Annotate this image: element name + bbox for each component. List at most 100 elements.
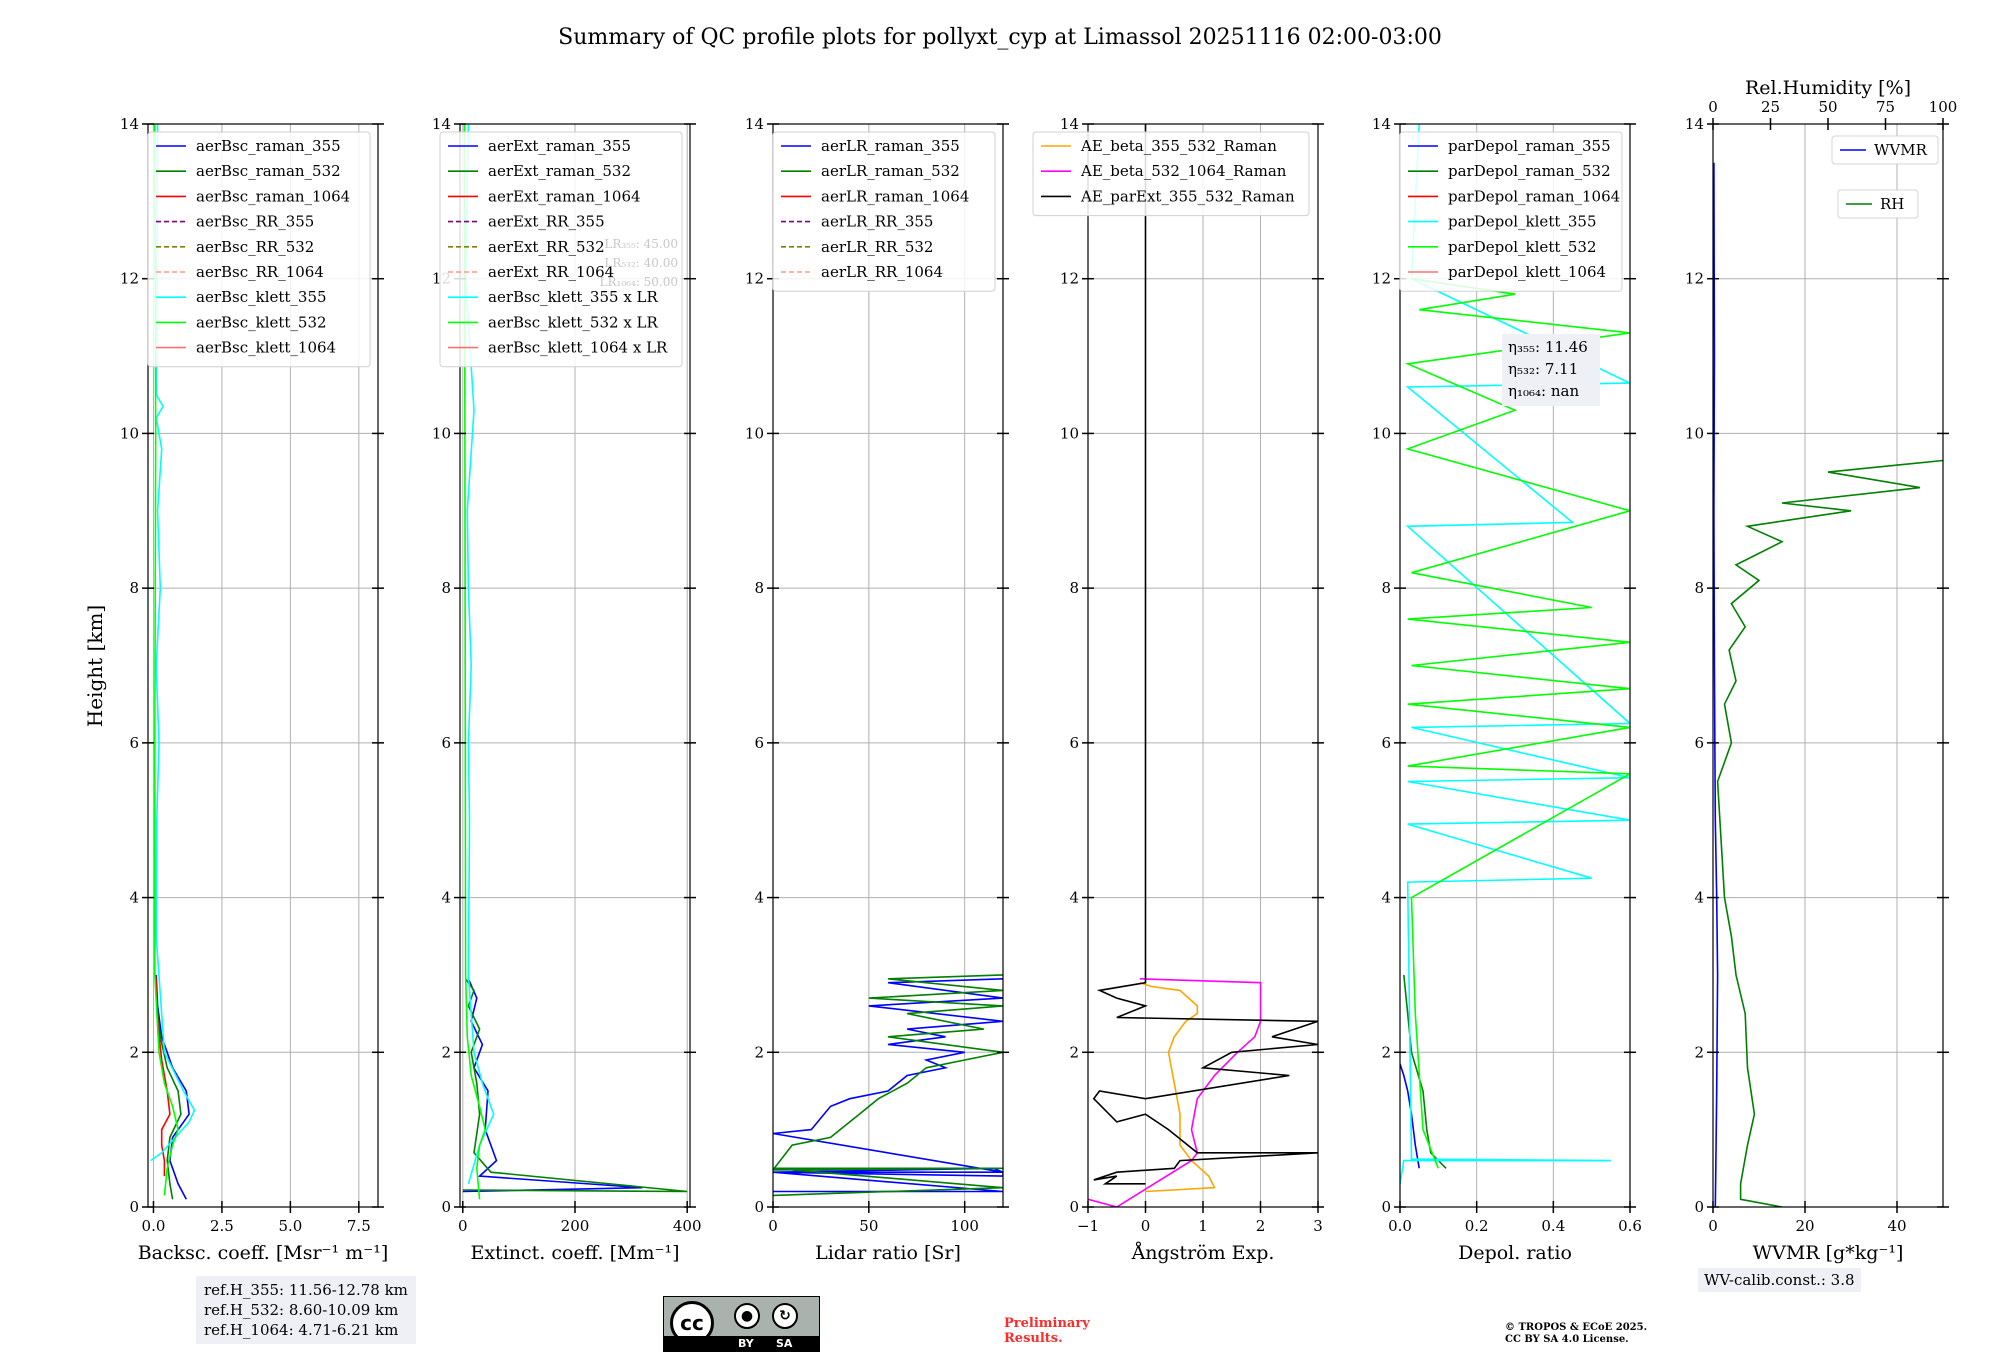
legend-label-aerBsc_klett_532 x LR: aerBsc_klett_532 x LR	[488, 313, 659, 331]
legend-label-aerBsc_klett_1064: aerBsc_klett_1064	[196, 339, 336, 357]
ytick-label-ae: 2	[1069, 1043, 1079, 1061]
legend-label-aerLR_RR_532: aerLR_RR_532	[821, 238, 933, 256]
ytick-label-wv: 2	[1694, 1043, 1704, 1061]
legend-label-aerBsc_raman_355: aerBsc_raman_355	[196, 137, 341, 155]
ytick-label-wv: 14	[1685, 115, 1704, 133]
preliminary-results-note: Preliminary Results.	[1004, 1316, 1090, 1346]
legend-label-aerExt_RR_355: aerExt_RR_355	[488, 213, 605, 231]
lr-note-2: LR₁₀₆₄: 50.00	[600, 275, 678, 289]
xtick-label-wv: 20	[1795, 1217, 1814, 1235]
series-line-AE_beta_355_532_Raman	[1139, 981, 1216, 1193]
ytick-label-wv: 8	[1694, 579, 1704, 597]
legend-label-aerExt_raman_355: aerExt_raman_355	[488, 137, 631, 155]
ytick-label-lr: 4	[754, 889, 764, 907]
xtick-label-depol: 0.6	[1618, 1217, 1642, 1235]
ytick-label-ae: 0	[1069, 1198, 1079, 1216]
series-group-bsc	[150, 124, 196, 1200]
ytick-label-bsc: 0	[129, 1198, 139, 1216]
xtick-label-ext: 400	[673, 1217, 702, 1235]
ytick-label-bsc: 12	[120, 270, 139, 288]
ytick-label-depol: 14	[1372, 115, 1391, 133]
ytick-label-lr: 6	[754, 734, 764, 752]
xtick-label-ae: 3	[1313, 1217, 1323, 1235]
panel-lr: 0 2 4 6 8 10 12 14 0 50 100 Lidar ratio [Sr] aerLR_r…	[745, 115, 1009, 1264]
legend-label-aerBsc_RR_1064: aerBsc_RR_1064	[196, 263, 324, 281]
x-axis-label-bsc: Backsc. coeff. [Msr⁻¹ m⁻¹]	[138, 1242, 389, 1264]
series-line-parDepol_raman_532	[1403, 974, 1447, 1169]
x2tick-label-wv: 75	[1876, 98, 1895, 116]
preliminary-line-2: Results.	[1004, 1331, 1063, 1346]
series-line-aerLR_raman_355	[773, 978, 1003, 1193]
legend-label-aerBsc_RR_532: aerBsc_RR_532	[196, 238, 314, 256]
x2tick-label-wv: 25	[1761, 98, 1780, 116]
legend-label-parDepol_klett_355: parDepol_klett_355	[1448, 213, 1597, 231]
x-axis-label-depol: Depol. ratio	[1458, 1242, 1572, 1264]
xtick-label-wv: 40	[1887, 1217, 1906, 1235]
xtick-label-ext: 200	[561, 1217, 590, 1235]
legend-label-WVMR: WVMR	[1874, 141, 1928, 159]
x2tick-label-wv: 100	[1929, 98, 1958, 116]
ytick-label-ext: 6	[441, 734, 451, 752]
ytick-label-lr: 14	[745, 115, 764, 133]
legend-label-aerBsc_klett_355 x LR: aerBsc_klett_355 x LR	[488, 288, 659, 306]
series-line-aerBsc_klett_355 x LR	[464, 124, 495, 1185]
legend-label-aerLR_RR_355: aerLR_RR_355	[821, 213, 933, 231]
series-line-aerExt_raman_355	[462, 978, 643, 1193]
y-axis-label: Height [km]	[83, 605, 107, 727]
series-group-ae	[1088, 124, 1318, 1207]
series-line-aerBsc_raman_355	[155, 974, 190, 1200]
ytick-label-depol: 8	[1381, 579, 1391, 597]
legend-label-aerBsc_klett_355: aerBsc_klett_355	[196, 288, 327, 306]
legend-label-aerExt_raman_532: aerExt_raman_532	[488, 162, 631, 180]
eta-value-0: η₃₅₅: 11.46	[1508, 338, 1588, 356]
ytick-label-bsc: 10	[120, 424, 139, 442]
ytick-label-lr: 8	[754, 579, 764, 597]
eta-value-2: η₁₀₆₄: nan	[1508, 382, 1579, 400]
legend-label-aerBsc_raman_1064: aerBsc_raman_1064	[196, 187, 350, 205]
ytick-label-wv: 6	[1694, 734, 1704, 752]
ytick-label-ae: 8	[1069, 579, 1079, 597]
series-line-AE_parExt_355_532_Raman	[1092, 124, 1318, 1185]
ytick-label-wv: 4	[1694, 889, 1704, 907]
legend-label-parDepol_klett_532: parDepol_klett_532	[1448, 238, 1597, 256]
ytick-label-ext: 4	[441, 889, 451, 907]
x2tick-label-wv: 50	[1818, 98, 1837, 116]
copyright-line-1: © TROPOS & ECoE 2025.	[1505, 1322, 1648, 1333]
xtick-label-depol: 0.4	[1541, 1217, 1565, 1235]
ytick-label-bsc: 6	[129, 734, 139, 752]
series-line-parDepol_klett_532	[1404, 277, 1630, 1169]
x2tick-label-wv: 0	[1708, 98, 1718, 116]
x-axis-label-ext: Extinct. coeff. [Mm⁻¹]	[470, 1242, 679, 1264]
xtick-label-lr: 0	[768, 1217, 778, 1235]
series-line-aerBsc_raman_532	[154, 974, 182, 1200]
xtick-label-bsc: 0.0	[142, 1217, 166, 1235]
series-group-lr	[773, 974, 1003, 1197]
legend-label-aerLR_raman_1064: aerLR_raman_1064	[821, 187, 969, 205]
legend-label-aerBsc_klett_1064 x LR: aerBsc_klett_1064 x LR	[488, 339, 668, 357]
attribution-person-icon: ●	[734, 1303, 760, 1329]
xtick-label-ae: 1	[1198, 1217, 1208, 1235]
legend-label-aerBsc_RR_355: aerBsc_RR_355	[196, 213, 314, 231]
sa-label: SA	[776, 1337, 793, 1350]
ytick-label-lr: 10	[745, 424, 764, 442]
license-bar: BY SA	[664, 1336, 819, 1351]
ytick-label-bsc: 2	[129, 1043, 139, 1061]
xtick-label-ae: 2	[1256, 1217, 1266, 1235]
xtick-label-ext: 0	[458, 1217, 468, 1235]
ytick-label-ext: 0	[441, 1198, 451, 1216]
legend-label-aerLR_RR_1064: aerLR_RR_1064	[821, 263, 943, 281]
eta-box	[1502, 334, 1600, 406]
ytick-label-ae: 4	[1069, 889, 1079, 907]
ref-height-532: ref.H_532: 8.60-10.09 km	[204, 1301, 399, 1319]
xtick-label-ae: −1	[1077, 1217, 1099, 1235]
series-line-RH	[1716, 459, 1943, 1207]
eta-value-1: η₅₃₂: 7.11	[1508, 360, 1578, 378]
series-line-parDepol_raman_355	[1400, 1063, 1420, 1169]
series-line-aerLR_raman_532	[773, 974, 1003, 1197]
cc-license-badge: cc ● ↻ BY SA	[663, 1296, 820, 1352]
ytick-label-ext: 14	[432, 115, 451, 133]
xtick-label-bsc: 7.5	[347, 1217, 371, 1235]
